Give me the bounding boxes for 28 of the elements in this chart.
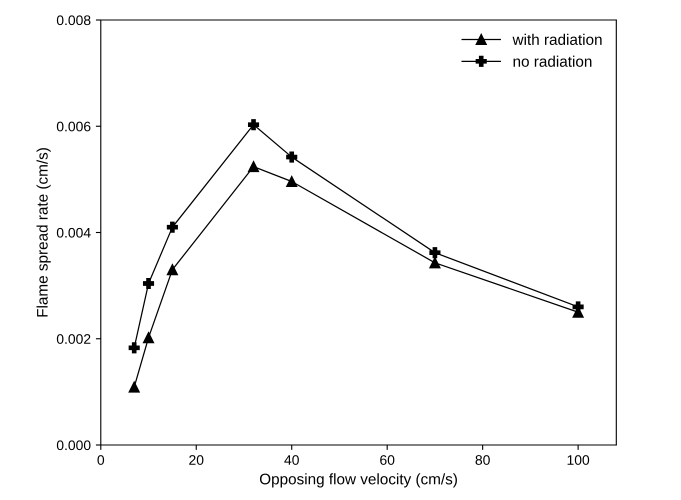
point: [572, 301, 584, 312]
y-tick-label: 0.008: [56, 15, 90, 26]
legend-label: no radiation: [514, 56, 592, 67]
point: [128, 382, 140, 393]
point: [286, 176, 298, 188]
point: [248, 161, 260, 172]
y-tick-label: 0.002: [56, 334, 90, 344]
point: [286, 152, 298, 163]
x-tick-label: 80: [476, 455, 490, 465]
x-tick-label: 40: [284, 455, 299, 465]
y-tick-label: 0.000: [56, 440, 91, 450]
x-tick-label: 0: [97, 455, 104, 465]
point: [142, 332, 154, 344]
point: [166, 222, 178, 233]
point: [429, 257, 440, 268]
y-tick-label: 0.006: [56, 122, 90, 132]
point: [166, 264, 178, 276]
x-tick-label: 100: [568, 455, 590, 465]
point: [248, 119, 260, 130]
legend-label: with radiation: [512, 34, 602, 45]
point: [429, 247, 440, 258]
x-tick-label: 60: [380, 455, 394, 465]
x-axis-title: Opposing flow velocity (cm/s): [260, 473, 457, 488]
y-tick-label: 0.004: [56, 228, 91, 238]
x-tick-label: 20: [189, 455, 204, 465]
point: [142, 278, 154, 290]
y-axis-title: Flame spread rate (cm/s): [36, 148, 51, 317]
point: [128, 342, 140, 354]
